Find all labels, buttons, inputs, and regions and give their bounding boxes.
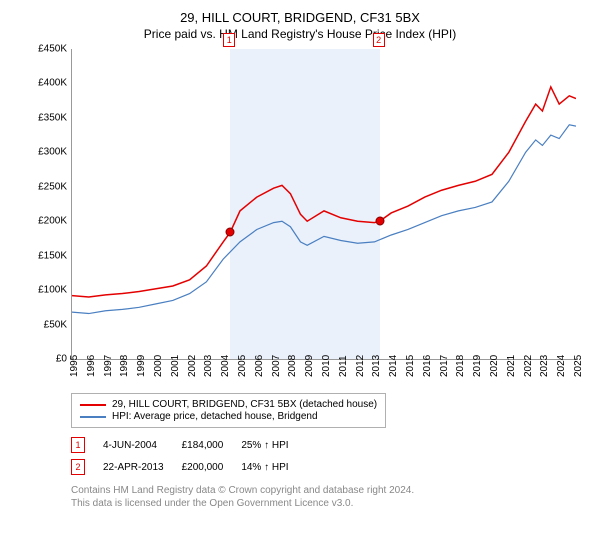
marker-label: 1 [223,33,235,47]
ytick-label: £200K [23,216,67,227]
sale-price: £200,000 [182,456,242,478]
xtick-label: 2025 [573,355,599,377]
legend-label: HPI: Average price, detached house, Brid… [112,411,318,422]
legend-swatch [80,404,106,406]
table-row: 2 22-APR-2013£200,00014% ↑ HPI [71,456,307,478]
legend-row: HPI: Average price, detached house, Brid… [80,411,377,422]
ytick-label: £400K [23,78,67,89]
ytick-label: £0 [23,354,67,365]
chart: £0 £50K £100K £150K £200K £250K £300K £350K £400… [23,49,583,389]
sale-date: 4-JUN-2004 [103,434,182,456]
page-subtitle: Price paid vs. HM Land Registry's House … [15,27,585,41]
sale-delta: 14% ↑ HPI [241,456,306,478]
series-svg [72,49,576,359]
marker-dot [375,217,384,226]
marker-box: 1 [71,437,85,453]
footer: Contains HM Land Registry data © Crown c… [71,484,585,510]
plot-area [71,49,576,360]
marker-dot [226,228,235,237]
ytick-label: £50K [23,319,67,330]
page-title: 29, HILL COURT, BRIDGEND, CF31 5BX [15,10,585,25]
legend-swatch [80,416,106,418]
ytick-label: £150K [23,250,67,261]
sale-price: £184,000 [182,434,242,456]
legend-label: 29, HILL COURT, BRIDGEND, CF31 5BX (deta… [112,399,377,410]
marker-label: 2 [373,33,385,47]
table-row: 1 4-JUN-2004£184,00025% ↑ HPI [71,434,307,456]
marker-box: 2 [71,459,85,475]
ytick-label: £100K [23,285,67,296]
ytick-label: £250K [23,181,67,192]
ytick-label: £450K [23,44,67,55]
sales-table: 1 4-JUN-2004£184,00025% ↑ HPI 2 22-APR-2013… [71,434,585,478]
sale-date: 22-APR-2013 [103,456,182,478]
legend-row: 29, HILL COURT, BRIDGEND, CF31 5BX (deta… [80,399,377,410]
footer-line-1: Contains HM Land Registry data © Crown c… [71,484,585,497]
ytick-label: £300K [23,147,67,158]
sale-delta: 25% ↑ HPI [241,434,306,456]
ytick-label: £350K [23,112,67,123]
series-hpi [72,125,576,314]
legend: 29, HILL COURT, BRIDGEND, CF31 5BX (deta… [71,393,386,428]
footer-line-2: This data is licensed under the Open Gov… [71,497,585,510]
